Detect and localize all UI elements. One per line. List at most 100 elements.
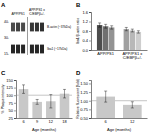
panel-bar: B0.00.40.81.21.6APP/PS1APP/PS1 xC/EBPβ+/… (76, 2, 148, 60)
y-tick-label: 150 (6, 78, 13, 83)
x-axis-title: Age (months) (107, 127, 132, 132)
mw-label: 30- (4, 36, 10, 40)
y-axis-title: % Plaque intensity (1, 84, 5, 113)
x-tick-label: 6 (22, 119, 25, 124)
x-tick: APP/PS1 xC/EBPβ+/- (122, 51, 142, 60)
error-bar (37, 99, 38, 104)
error-cap (104, 91, 107, 92)
y-tick-mark (14, 103, 16, 104)
y-axis: 0.0 0.4 0.8 1.2 1.6 (82, 10, 91, 53)
error-cap (63, 97, 66, 98)
group-label: APP/PS1 (11, 12, 25, 16)
error-bar (111, 26, 112, 29)
y-axis-title: Relative fluorescent (fold) (76, 79, 80, 119)
error-bar (138, 31, 139, 33)
y-tick-mark (89, 41, 91, 42)
y-tick: 1.6 (82, 10, 91, 15)
error-cap (49, 94, 52, 95)
y-axis-line (89, 81, 92, 119)
band (21, 23, 25, 32)
y-tick-label: 1.00 (80, 99, 89, 104)
panel-bar: C255075100125150691218% Plaque intensity… (1, 70, 73, 132)
band (40, 23, 44, 32)
error-cap (110, 29, 113, 30)
error-bar (126, 27, 127, 30)
plot-area (16, 85, 72, 118)
x-tick: 18 (62, 119, 67, 124)
error-cap (110, 25, 113, 26)
group-divider (27, 17, 28, 55)
bar (130, 31, 135, 50)
x-tick: 6 (22, 119, 25, 124)
x-axis-line (92, 118, 148, 119)
y-axis-title: Iba1/β-actin ratio (76, 18, 80, 44)
y-tick: 150 (6, 78, 16, 83)
y-tick: 0.0 (82, 48, 91, 53)
y-tick: 125 (6, 85, 16, 90)
bar (109, 27, 114, 50)
band-label: Iba1 (~17kDa) (47, 47, 67, 51)
error-bar (105, 24, 106, 28)
bar (97, 25, 102, 50)
y-tick-mark (89, 22, 91, 23)
x-tick-label: 6 (105, 119, 108, 124)
error-cap (131, 31, 134, 32)
y-tick: 50 (9, 108, 16, 113)
bar (19, 89, 29, 118)
error-cap (98, 22, 101, 23)
y-tick-mark (14, 95, 16, 96)
y-tick: 0.50 (80, 116, 91, 121)
error-cap (131, 101, 134, 102)
y-tick-mark (89, 92, 91, 93)
band (16, 45, 20, 54)
y-tick-mark (89, 109, 91, 110)
y-axis-line (89, 13, 92, 51)
x-axis-title: Age (months) (32, 127, 57, 132)
error-cap (137, 30, 140, 31)
error-bar (23, 85, 24, 94)
y-tick: 0.4 (82, 38, 91, 43)
error-cap (63, 89, 66, 90)
chart-root: A B-actin (~37kDa) Iba1 (~17kDa) APP/PS1 APP… (0, 0, 150, 140)
error-bar (50, 95, 51, 108)
y-tick-label: 0.75 (80, 107, 89, 112)
x-tick-label: 12 (130, 119, 135, 124)
band (35, 45, 39, 54)
error-cap (131, 107, 134, 108)
error-bar (132, 102, 133, 108)
error-cap (36, 99, 39, 100)
y-tick-label: 0.4 (82, 38, 88, 43)
y-tick-label: 1.2 (82, 19, 88, 24)
y-tick-label: 50 (9, 108, 14, 113)
y-tick-label: 0.0 (82, 48, 88, 53)
y-tick-label: 75 (9, 101, 14, 106)
mw-label: 15- (4, 52, 10, 56)
error-bar (64, 89, 65, 98)
x-axis: 6 9 12 18 (17, 119, 73, 124)
y-tick-label: 125 (6, 85, 13, 90)
band-label: B-actin (~37kDa) (47, 25, 71, 29)
y-tick: 100 (6, 93, 16, 98)
error-bar (105, 91, 106, 102)
error-bar (132, 29, 133, 32)
bar (32, 102, 42, 118)
x-tick: 9 (36, 119, 39, 124)
y-tick: 1.50 (80, 81, 91, 86)
y-tick: 0.8 (82, 29, 91, 34)
y-tick-label: 100 (6, 93, 13, 98)
panel-label: A (1, 2, 6, 8)
error-cap (36, 104, 39, 105)
y-tick: 1.00 (80, 99, 91, 104)
x-tick: 6 (105, 119, 108, 124)
y-tick-mark (89, 31, 91, 32)
x-tick: 12 (49, 119, 54, 124)
panel-label: C (1, 70, 6, 76)
mw-label: 40- (4, 20, 10, 24)
bar (136, 32, 141, 50)
group-label: APP/PS1 xC/EBPβ+/- (29, 8, 45, 16)
y-tick-mark (14, 88, 16, 89)
y-tick-mark (89, 118, 91, 119)
band (30, 23, 34, 32)
y-tick: 1.25 (80, 90, 91, 95)
error-cap (104, 28, 107, 29)
